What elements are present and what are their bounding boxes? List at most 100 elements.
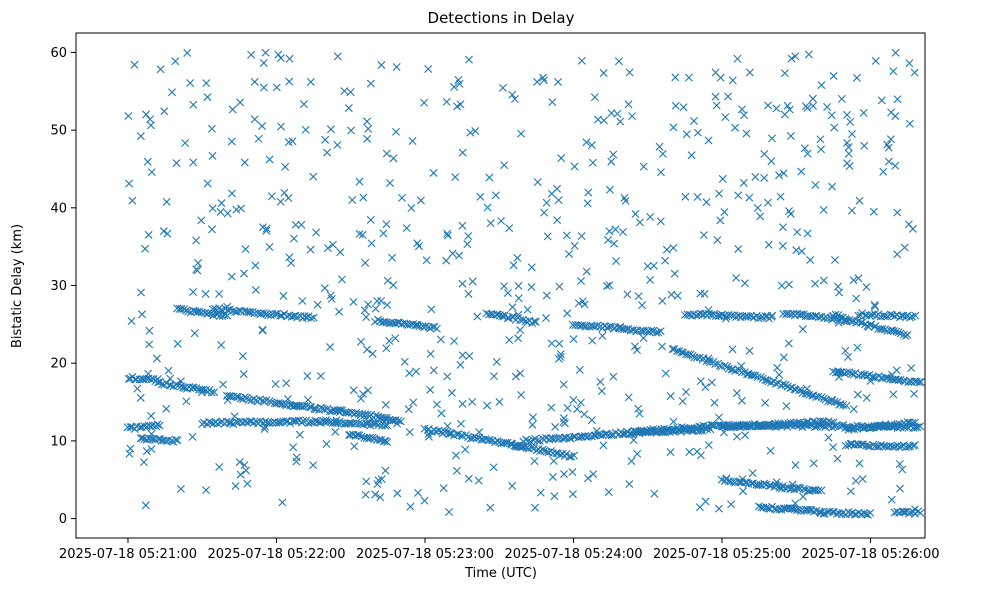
data-point — [809, 101, 818, 110]
data-point — [458, 279, 467, 288]
data-point — [891, 161, 900, 170]
data-point — [261, 48, 270, 57]
data-point — [313, 300, 322, 309]
data-point — [831, 310, 840, 319]
data-point — [377, 61, 386, 70]
data-point — [772, 478, 781, 487]
data-point — [347, 126, 356, 135]
data-point — [625, 68, 634, 77]
data-point — [669, 417, 678, 426]
data-point — [687, 151, 696, 160]
data-point — [554, 354, 563, 363]
data-point — [291, 220, 300, 229]
data-point — [448, 249, 457, 258]
data-point — [486, 503, 495, 512]
data-point — [898, 465, 907, 474]
data-point — [744, 370, 753, 379]
data-point — [609, 150, 618, 159]
data-point — [714, 504, 723, 513]
data-point — [588, 158, 597, 167]
data-point — [560, 419, 569, 428]
data-point — [420, 98, 429, 107]
data-point — [333, 140, 342, 149]
data-point — [631, 210, 640, 218]
data-point — [215, 462, 224, 471]
data-point — [616, 117, 625, 126]
data-point — [734, 477, 743, 486]
data-point — [713, 236, 722, 245]
data-point — [711, 360, 720, 369]
data-point — [298, 296, 307, 305]
data-point — [516, 326, 525, 334]
data-point — [556, 350, 565, 359]
data-point — [424, 429, 433, 438]
data-point — [666, 448, 675, 457]
data-point — [787, 54, 796, 63]
data-point — [619, 430, 628, 439]
data-point — [792, 483, 801, 492]
data-point — [227, 189, 236, 198]
data-point — [427, 305, 436, 314]
data-point — [678, 397, 687, 406]
data-point — [138, 433, 147, 442]
data-point — [816, 135, 825, 144]
data-point — [232, 392, 241, 401]
data-point — [376, 493, 385, 502]
data-point — [426, 385, 435, 394]
data-point — [887, 495, 896, 504]
data-point — [514, 281, 523, 290]
data-point — [471, 127, 480, 135]
data-point — [497, 216, 506, 225]
data-point — [646, 275, 655, 284]
data-point — [271, 380, 280, 389]
data-point — [753, 203, 762, 212]
data-point — [306, 245, 315, 254]
data-point — [492, 357, 501, 366]
data-point — [858, 309, 867, 318]
data-point — [436, 335, 445, 344]
data-point — [720, 208, 729, 217]
data-point — [916, 378, 925, 387]
data-point — [916, 422, 925, 431]
data-point — [250, 77, 259, 86]
data-point — [258, 325, 267, 334]
data-point — [530, 457, 539, 466]
data-point — [576, 398, 585, 407]
data-point — [228, 105, 237, 114]
data-point — [584, 188, 593, 197]
data-point — [557, 154, 566, 163]
data-point — [728, 76, 737, 85]
data-point — [147, 168, 156, 177]
data-point — [864, 442, 873, 451]
data-point — [656, 327, 665, 336]
data-point — [409, 398, 418, 407]
data-point — [393, 419, 401, 428]
data-point — [244, 395, 253, 404]
data-point — [392, 127, 400, 136]
data-point — [406, 502, 415, 511]
data-point — [385, 336, 394, 345]
data-point — [145, 340, 154, 349]
data-point — [299, 416, 308, 425]
data-point — [364, 386, 372, 395]
data-point — [817, 486, 826, 495]
data-point — [208, 225, 217, 234]
data-point — [598, 431, 607, 440]
data-point — [420, 496, 429, 505]
y-tick-label: 40 — [50, 201, 67, 216]
data-point — [547, 339, 556, 348]
data-point — [542, 314, 550, 323]
data-point — [235, 458, 244, 467]
data-point — [843, 138, 852, 147]
data-point — [357, 337, 365, 346]
data-point — [514, 294, 523, 303]
data-point — [510, 94, 519, 103]
data-point — [721, 113, 730, 122]
data-point — [208, 204, 217, 213]
data-point — [612, 257, 621, 266]
data-point — [819, 276, 828, 285]
data-point — [908, 224, 917, 233]
data-point — [605, 227, 614, 236]
data-point — [842, 368, 851, 377]
data-point — [819, 205, 828, 214]
